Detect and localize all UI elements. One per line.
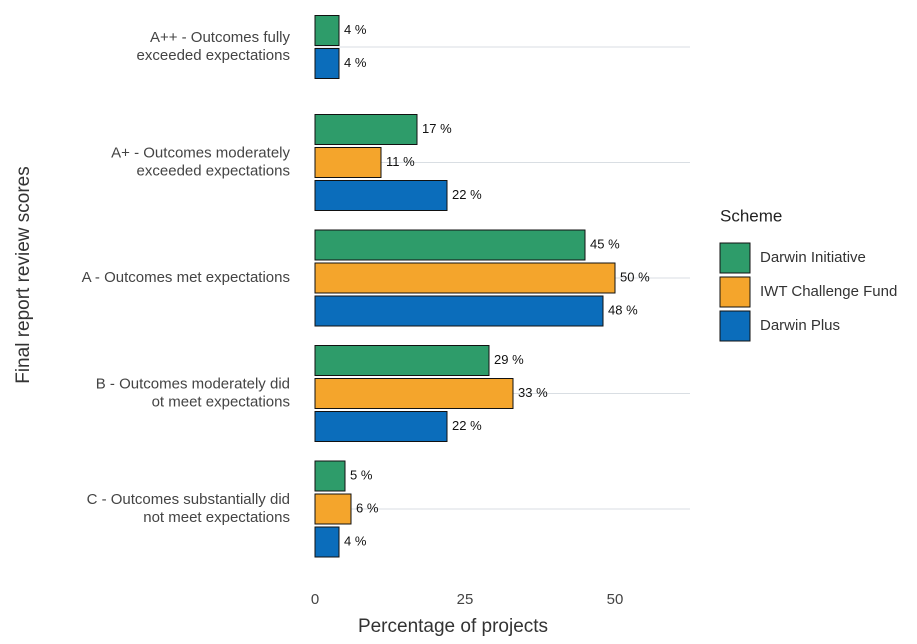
value-label: 29 % — [494, 352, 524, 367]
value-label: 22 % — [452, 187, 482, 202]
value-label: 4 % — [344, 55, 367, 70]
legend-label: Darwin Initiative — [760, 249, 866, 266]
value-label: 4 % — [344, 533, 367, 548]
bar — [314, 493, 352, 525]
bar — [314, 229, 586, 261]
x-tick-label: 0 — [311, 591, 319, 608]
bar — [314, 378, 514, 409]
value-label: 5 % — [350, 467, 373, 482]
value-label: 33 % — [518, 385, 548, 400]
value-label: 11 % — [386, 154, 415, 169]
bar — [314, 526, 340, 558]
value-label: 48 % — [608, 302, 638, 317]
value-label: 17 % — [422, 121, 452, 136]
bar — [314, 345, 490, 376]
y-tick-label: A+ - Outcomes moderately exceeded expecta… — [111, 144, 290, 179]
bar — [314, 48, 340, 79]
value-label: 45 % — [590, 236, 620, 251]
y-axis-title: Final report review scores — [13, 166, 34, 384]
y-tick-label: B - Outcomes moderately did ot meet expec… — [96, 375, 290, 410]
legend-label: Darwin Plus — [760, 317, 840, 334]
legend-key — [719, 310, 751, 342]
bar — [314, 460, 346, 492]
value-label: 50 % — [620, 269, 650, 284]
bar — [314, 411, 448, 442]
value-label: 22 % — [452, 418, 482, 433]
legend-key — [719, 276, 751, 308]
x-tick-label: 25 — [457, 591, 474, 608]
legend-key — [719, 242, 751, 274]
bar — [314, 114, 418, 145]
value-label: 6 % — [356, 500, 379, 515]
bar — [314, 180, 448, 211]
legend-title: Scheme — [720, 206, 782, 225]
x-axis-title: Percentage of projects — [358, 616, 548, 637]
y-tick-label: C - Outcomes substantially did not meet e… — [87, 491, 290, 526]
y-tick-label: A++ - Outcomes fully exceeded expectation… — [137, 29, 291, 64]
legend-label: IWT Challenge Fund — [760, 283, 897, 300]
bar — [314, 262, 616, 294]
bar — [314, 295, 604, 327]
bar — [314, 15, 340, 46]
bar — [314, 147, 382, 178]
y-tick-label: A - Outcomes met expectations — [82, 269, 290, 286]
x-tick-label: 50 — [607, 591, 624, 608]
value-label: 4 % — [344, 22, 367, 37]
